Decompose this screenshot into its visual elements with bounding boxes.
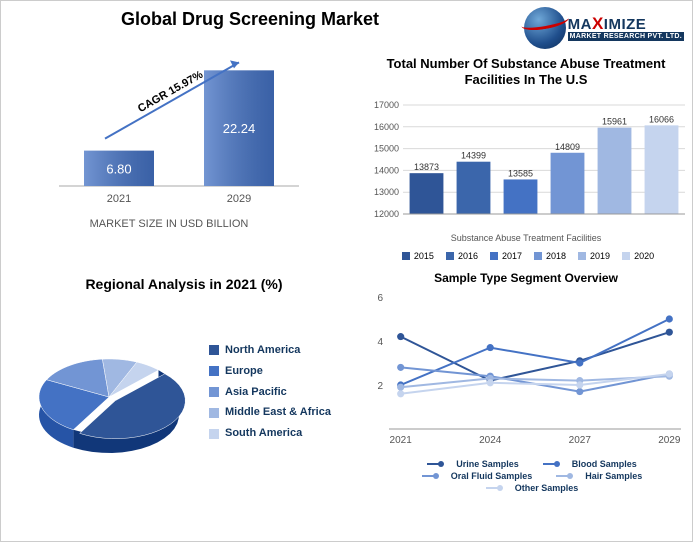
svg-text:14399: 14399 — [461, 151, 486, 161]
svg-text:CAGR 15.97%: CAGR 15.97% — [136, 69, 205, 116]
regional-legend-item: North America — [209, 340, 331, 361]
regional-legend-item: South America — [209, 423, 331, 444]
facilities-svg: 12000 13000 14000 15000 16000 17000 13873 14399… — [361, 93, 691, 228]
sample-type-svg: 2 4 6 2021 2024 2027 2029 — [361, 289, 691, 449]
main-title: Global Drug Screening Market — [121, 9, 379, 30]
facilities-legend-item: 2018 — [530, 251, 566, 261]
svg-text:13000: 13000 — [374, 187, 399, 197]
sample-type-legend-item: Hair Samples — [544, 471, 642, 481]
facilities-title: Total Number Of Substance Abuse Treatmen… — [361, 56, 691, 87]
svg-text:17000: 17000 — [374, 100, 399, 110]
regional-title: Regional Analysis in 2021 (%) — [19, 276, 349, 292]
svg-text:2: 2 — [377, 381, 383, 392]
market-size-chart: 6.80 2021 22.24 2029 CAGR 15.97% MARKET SIZE… — [19, 41, 319, 241]
sample-type-legend-item: Urine Samples — [415, 459, 519, 469]
facilities-legend-item: 2016 — [442, 251, 478, 261]
svg-text:2024: 2024 — [479, 435, 502, 446]
logo-globe-icon — [524, 7, 566, 49]
facilities-legend-item: 2017 — [486, 251, 522, 261]
facilities-legend-item: 2015 — [398, 251, 434, 261]
svg-text:13585: 13585 — [508, 169, 533, 179]
logo-sub-text: MARKET RESEARCH PVT. LTD. — [568, 32, 684, 41]
regional-legend-item: Asia Pacific — [209, 382, 331, 403]
facilities-xlabel: Substance Abuse Treatment Facilities — [361, 233, 691, 243]
sample-type-legend-item: Other Samples — [474, 483, 579, 493]
svg-text:16066: 16066 — [649, 115, 674, 125]
svg-text:13873: 13873 — [414, 162, 439, 172]
sample-type-legend: Urine Samples Blood Samples Oral Fluid Sam… — [361, 458, 691, 494]
facilities-legend: 2015 2016 2017 2018 2019 2020 — [361, 247, 691, 265]
sample-type-chart: Sample Type Segment Overview 2 4 6 2021 2024… — [361, 271, 691, 531]
svg-text:4: 4 — [377, 337, 383, 348]
regional-pie-chart: Regional Analysis in 2021 (%) North Amer… — [19, 276, 349, 526]
svg-text:14000: 14000 — [374, 166, 399, 176]
svg-text:2029: 2029 — [658, 435, 681, 446]
market-size-caption: MARKET SIZE IN USD BILLION — [19, 218, 319, 230]
svg-text:6: 6 — [377, 293, 383, 304]
logo: MAXIMIZE MARKET RESEARCH PVT. LTD. — [524, 7, 684, 49]
svg-text:15961: 15961 — [602, 117, 627, 127]
regional-legend-item: Europe — [209, 361, 331, 382]
svg-text:2027: 2027 — [569, 435, 592, 446]
regional-legend: North AmericaEuropeAsia PacificMiddle Ea… — [209, 340, 331, 444]
svg-text:22.24: 22.24 — [223, 121, 256, 136]
svg-text:12000: 12000 — [374, 209, 399, 219]
regional-legend-item: Middle East & Africa — [209, 402, 331, 423]
logo-main-text: MAXIMIZE — [568, 15, 684, 32]
svg-text:14809: 14809 — [555, 142, 580, 152]
svg-text:2021: 2021 — [107, 193, 131, 205]
svg-text:2029: 2029 — [227, 193, 251, 205]
sample-type-legend-item: Oral Fluid Samples — [410, 471, 533, 481]
svg-text:2021: 2021 — [390, 435, 413, 446]
facilities-chart: Total Number Of Substance Abuse Treatmen… — [361, 56, 691, 256]
sample-type-legend-item: Blood Samples — [531, 459, 637, 469]
regional-svg — [19, 302, 209, 482]
facilities-legend-item: 2020 — [618, 251, 654, 261]
market-size-svg: 6.80 2021 22.24 2029 CAGR 15.97% — [19, 41, 319, 211]
sample-type-title: Sample Type Segment Overview — [361, 271, 691, 285]
svg-text:6.80: 6.80 — [106, 161, 131, 176]
facilities-legend-item: 2019 — [574, 251, 610, 261]
svg-text:15000: 15000 — [374, 144, 399, 154]
svg-text:16000: 16000 — [374, 122, 399, 132]
